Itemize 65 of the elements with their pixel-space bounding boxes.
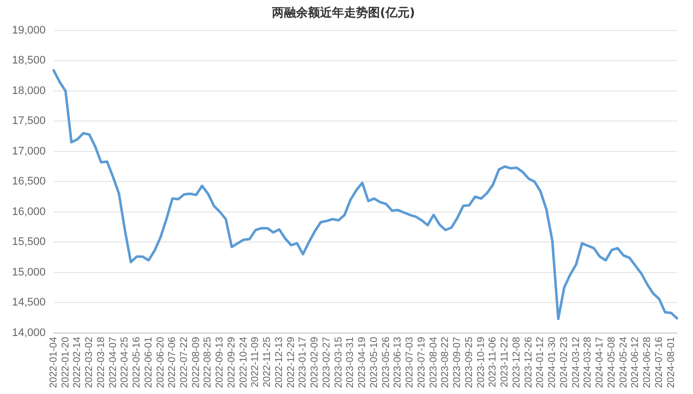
x-tick-label: 2023-02-27 — [321, 336, 332, 388]
y-tick-label: 17,000 — [12, 145, 46, 158]
y-tick-label: 16,500 — [12, 176, 46, 188]
x-tick-label: 2022-01-20 — [60, 336, 72, 388]
x-tick-label: 2022-12-29 — [286, 336, 297, 388]
y-tick-label: 15,000 — [12, 266, 46, 278]
x-tick-label: 2022-04-25 — [120, 336, 131, 388]
x-tick-label: 2024-08-01 — [666, 336, 677, 388]
x-tick-label: 2022-05-16 — [132, 336, 143, 388]
x-tick-label: 2022-02-14 — [72, 336, 84, 388]
x-tick-label: 2024-05-08 — [606, 336, 618, 388]
x-tick-label: 2022-11-25 — [262, 336, 274, 388]
x-tick-label: 2022-11-09 — [250, 336, 262, 388]
chart-title: 两融余额近年走势图(亿元) — [271, 5, 415, 20]
x-tick-label: 2023-02-09 — [310, 336, 321, 388]
x-tick-label: 2024-03-28 — [582, 336, 594, 388]
x-tick-label: 2023-11-22 — [500, 336, 511, 388]
x-tick-label: 2024-06-12 — [630, 336, 642, 388]
x-tick-label: 2022-04-07 — [108, 336, 119, 388]
x-tick-label: 2024-02-23 — [558, 336, 570, 388]
x-tick-label: 2023-12-08 — [511, 336, 522, 388]
x-tick-label: 2024-04-17 — [594, 336, 606, 388]
x-tick-label: 2023-07-03 — [404, 336, 416, 388]
x-tick-label: 2023-03-15 — [333, 336, 344, 388]
y-tick-label: 14,000 — [12, 326, 46, 339]
y-tick-label: 19,000 — [12, 24, 46, 36]
y-tick-label: 16,000 — [12, 206, 46, 218]
x-tick-label: 2023-08-22 — [440, 336, 452, 388]
x-tick-label: 2022-08-25 — [202, 336, 214, 388]
y-tick-label: 18,500 — [12, 54, 46, 67]
x-tick-label: 2023-05-10 — [368, 336, 380, 388]
x-tick-label: 2024-05-24 — [618, 336, 630, 388]
x-tick-label: 2022-07-22 — [179, 336, 190, 388]
x-tick-label: 2023-09-25 — [464, 336, 475, 388]
x-tick-label: 2022-06-20 — [155, 336, 166, 388]
x-tick-label: 2023-09-07 — [452, 336, 464, 388]
x-tick-label: 2023-11-06 — [488, 336, 499, 388]
x-tick-label: 2022-03-18 — [96, 336, 107, 388]
x-tick-label: 2022-09-13 — [214, 336, 226, 388]
x-tick-label: 2024-06-28 — [642, 336, 654, 388]
x-tick-label: 2024-01-12 — [535, 336, 546, 388]
x-tick-label: 2022-03-02 — [84, 336, 96, 388]
x-tick-label: 2022-10-24 — [238, 336, 250, 388]
y-tick-label: 18,000 — [12, 84, 46, 97]
x-tick-label: 2022-12-13 — [274, 336, 285, 388]
x-tick-label: 2022-08-09 — [190, 336, 202, 388]
x-tick-label: 2023-07-19 — [416, 336, 428, 388]
x-tick-label: 2024-03-12 — [570, 336, 582, 388]
x-tick-label: 2024-01-30 — [547, 336, 558, 388]
x-tick-label: 2022-07-06 — [167, 336, 178, 388]
y-tick-label: 14,500 — [12, 296, 46, 309]
x-tick-label: 2023-03-31 — [345, 336, 356, 388]
x-tick-label: 2022-01-04 — [48, 336, 60, 388]
x-tick-label: 2024-07-16 — [654, 336, 665, 388]
x-tick-label: 2022-09-29 — [226, 336, 238, 388]
x-tick-label: 2023-05-26 — [380, 336, 392, 388]
x-tick-label: 2023-12-26 — [523, 336, 534, 388]
x-tick-label: 2023-04-19 — [357, 336, 368, 388]
y-tick-label: 15,500 — [12, 236, 46, 248]
x-tick-label: 2023-08-04 — [428, 336, 440, 388]
x-tick-label: 2023-06-13 — [392, 336, 404, 388]
x-tick-label: 2022-06-01 — [143, 336, 154, 388]
x-tick-label: 2023-10-19 — [476, 336, 487, 388]
y-tick-label: 17,500 — [12, 115, 46, 128]
x-tick-label: 2023-01-17 — [298, 336, 309, 388]
